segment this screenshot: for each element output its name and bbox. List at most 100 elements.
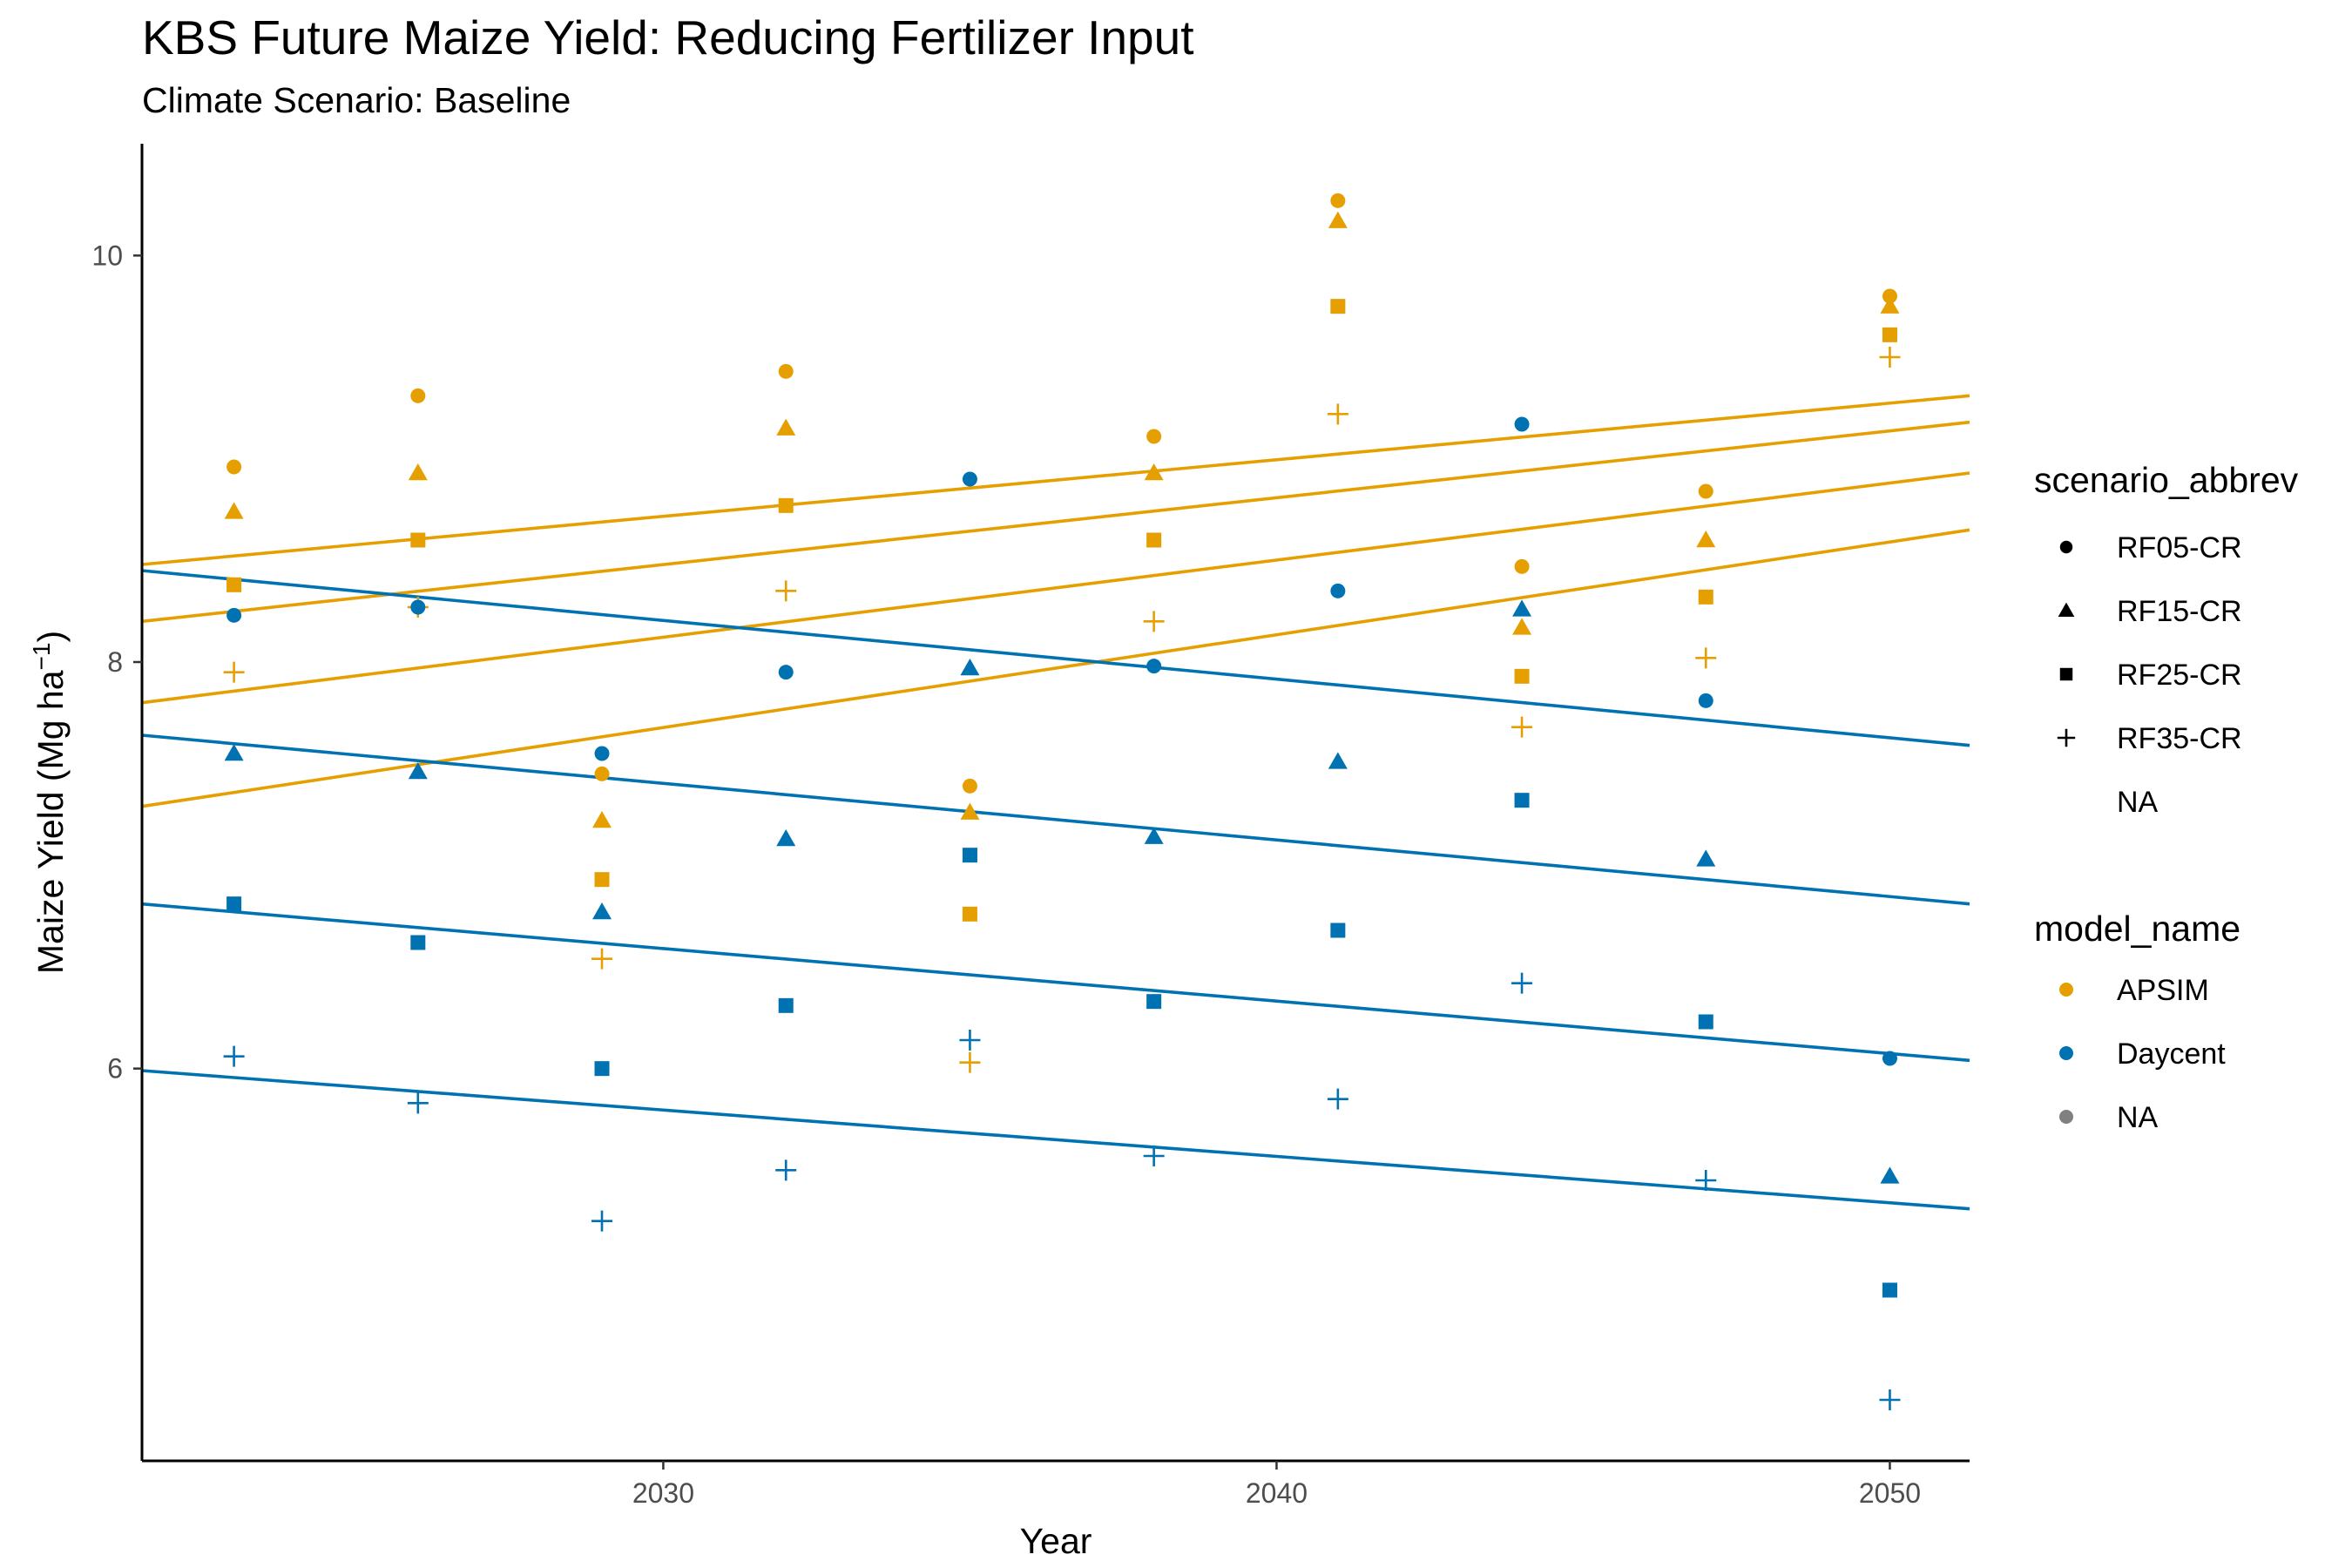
point-apsim-rf15-cr [224,502,244,519]
legend-key-rf05-cr [2059,540,2073,554]
point-daycent-rf15-cr [1144,827,1164,844]
point-daycent-rf35-cr [1879,1389,1901,1410]
point-apsim-rf15-cr [1880,296,1900,314]
point-apsim-rf05-cr [1698,483,1713,499]
point-apsim-rf25-cr [1514,668,1530,684]
point-apsim-rf35-cr [775,580,797,602]
point-apsim-rf25-cr [594,872,610,888]
x-tick-label: 2050 [1859,1477,1921,1509]
point-apsim-rf25-cr [1882,327,1897,342]
point-apsim-rf35-cr [223,661,245,683]
point-daycent-rf15-cr [1880,1166,1900,1184]
point-apsim-rf15-cr [1144,463,1164,481]
y-axis-title-close: ) [30,631,71,643]
point-apsim-rf05-cr [778,363,794,379]
y-tick-label: 6 [107,1053,123,1085]
point-daycent-rf35-cr [223,1045,245,1067]
data-points [223,193,1901,1410]
y-axis-title-exponent: −1 [28,643,55,671]
trend-lines [141,394,1970,1211]
legend: scenario_abbrev RF05-CR RF15-CR RF25-CR RF35… [2034,460,2299,1134]
point-daycent-rf25-cr [1882,1282,1897,1298]
legend-key-apsim [2059,983,2073,997]
legend-key-na [2059,1110,2073,1124]
point-apsim-rf35-cr [1879,347,1901,368]
legend-label-model: APSIM [2117,974,2209,1007]
point-daycent-rf05-cr [594,746,610,761]
chart-title: KBS Future Maize Yield: Reducing Fertili… [142,10,1194,64]
point-daycent-rf35-cr [407,1092,429,1114]
point-daycent-rf35-cr [959,1030,981,1051]
point-daycent-rf05-cr [1514,416,1530,432]
x-axis-title: Year [1020,1521,1092,1561]
point-daycent-rf25-cr [778,997,794,1013]
point-daycent-rf35-cr [591,1210,613,1232]
point-daycent-rf15-cr [1696,849,1716,867]
point-apsim-rf05-cr [410,388,426,403]
point-daycent-rf35-cr [1695,1170,1717,1191]
point-daycent-rf25-cr [226,896,242,912]
legend-label-scenario: RF35-CR [2117,722,2242,755]
point-apsim-rf15-cr [1328,211,1348,228]
point-apsim-rf15-cr [592,811,612,828]
trend-line-apsim-rf35-cr [141,528,1970,808]
ticks: 2030 2040 2050 6 8 10 [91,240,1921,1509]
point-daycent-rf15-cr [224,744,244,761]
point-apsim-rf35-cr [1143,611,1165,632]
trend-line-apsim-rf25-cr [141,471,1970,705]
y-axis-title-main: Maize Yield (Mg ha [30,670,71,974]
point-apsim-rf25-cr [962,906,977,922]
point-daycent-rf15-cr [776,829,796,847]
point-apsim-rf35-cr [591,948,613,970]
trend-line-apsim-rf05-cr [141,394,1970,566]
legend-title-model: model_name [2034,909,2240,949]
point-daycent-rf35-cr [775,1159,797,1181]
legend-key-daycent [2059,1046,2073,1060]
point-daycent-rf15-cr [1328,752,1348,769]
trend-line-daycent-rf35-cr [141,1069,1970,1211]
point-daycent-rf15-cr [960,659,980,676]
point-apsim-rf25-cr [778,497,794,513]
chart-subtitle: Climate Scenario: Baseline [142,80,571,120]
point-daycent-rf25-cr [962,848,977,863]
point-apsim-rf25-cr [1698,589,1713,605]
point-daycent-rf35-cr [1327,1088,1348,1110]
legend-key-rf35-cr [2057,728,2076,747]
point-apsim-rf05-cr [1330,193,1346,208]
point-daycent-rf35-cr [1143,1146,1165,1166]
legend-key-rf15-cr [2058,602,2075,618]
point-daycent-rf25-cr [1514,793,1530,808]
legend-label-model: Daycent [2117,1037,2226,1071]
point-apsim-rf25-cr [226,577,242,592]
point-daycent-rf05-cr [226,607,242,623]
point-daycent-rf05-cr [1698,693,1713,708]
point-apsim-rf35-cr [959,1051,981,1073]
point-apsim-rf15-cr [1696,531,1716,548]
point-apsim-rf05-cr [226,459,242,475]
y-tick-label: 10 [91,240,123,271]
y-axis-title: Maize Yield (Mg ha−1) [28,631,71,974]
point-apsim-rf05-cr [1146,429,1162,444]
legend-label-scenario: RF25-CR [2117,659,2242,692]
point-daycent-rf25-cr [410,935,426,950]
point-daycent-rf15-cr [408,762,428,780]
x-tick-label: 2040 [1246,1477,1308,1509]
point-apsim-rf25-cr [1330,299,1346,314]
legend-key-rf25-cr [2059,667,2073,681]
point-daycent-rf05-cr [410,599,426,615]
trend-line-daycent-rf15-cr [141,733,1970,906]
point-daycent-rf25-cr [1330,923,1346,938]
trend-line-daycent-rf05-cr [141,569,1970,747]
point-apsim-rf35-cr [1695,647,1717,669]
point-apsim-rf25-cr [410,532,426,548]
axes [140,144,1970,1463]
point-apsim-rf05-cr [1514,558,1530,574]
point-apsim-rf15-cr [960,802,980,820]
point-daycent-rf15-cr [1512,599,1532,617]
point-apsim-rf35-cr [1327,403,1348,425]
point-apsim-rf05-cr [962,778,977,794]
x-tick-label: 2030 [632,1477,694,1509]
legend-label-scenario: NA [2117,786,2159,819]
point-apsim-rf05-cr [594,766,610,781]
